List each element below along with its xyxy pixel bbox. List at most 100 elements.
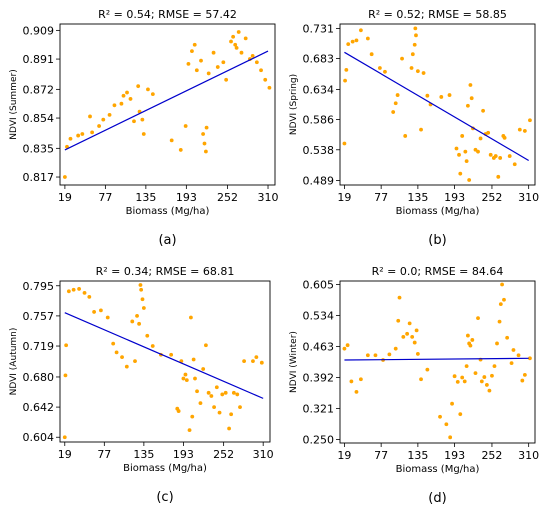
x-axis-label: Biomass (Mg/ha) bbox=[396, 464, 480, 475]
panel-title: R² = 0.0; RMSE = 84.64 bbox=[372, 265, 504, 278]
data-point bbox=[482, 375, 487, 379]
data-point bbox=[71, 287, 76, 292]
x-tick-label: 77 bbox=[97, 448, 111, 461]
data-point bbox=[409, 66, 414, 70]
x-tick-label: 193 bbox=[176, 191, 197, 204]
y-tick-label: 0.538 bbox=[303, 144, 335, 157]
data-point bbox=[125, 90, 129, 95]
data-point bbox=[194, 68, 199, 73]
data-point bbox=[343, 78, 347, 83]
data-point bbox=[488, 152, 493, 157]
data-point bbox=[391, 110, 396, 114]
data-point bbox=[354, 38, 359, 43]
data-point bbox=[346, 42, 351, 47]
data-point bbox=[507, 154, 512, 158]
data-point bbox=[92, 310, 96, 314]
data-point bbox=[267, 85, 272, 90]
data-point bbox=[349, 379, 354, 384]
data-point bbox=[414, 328, 419, 333]
data-point bbox=[254, 60, 259, 65]
data-point bbox=[522, 372, 527, 377]
data-point bbox=[465, 333, 470, 338]
data-point bbox=[425, 367, 430, 372]
data-point bbox=[64, 343, 69, 348]
data-point bbox=[463, 149, 468, 154]
data-point bbox=[476, 316, 480, 321]
y-tick-label: 0.392 bbox=[303, 372, 335, 385]
data-point bbox=[419, 127, 423, 132]
data-point bbox=[393, 101, 398, 106]
data-point bbox=[452, 374, 457, 379]
data-point bbox=[460, 375, 465, 380]
data-point bbox=[410, 334, 415, 339]
data-point bbox=[365, 36, 370, 41]
y-tick-label: 0.757 bbox=[23, 310, 55, 323]
x-tick-label: 135 bbox=[407, 449, 428, 462]
data-point bbox=[369, 52, 374, 57]
data-point bbox=[229, 412, 234, 417]
data-point bbox=[528, 356, 532, 361]
x-tick-label: 310 bbox=[258, 191, 279, 204]
data-point bbox=[468, 83, 473, 87]
data-point bbox=[455, 379, 460, 384]
data-point bbox=[201, 132, 206, 136]
data-point bbox=[263, 77, 268, 82]
data-point bbox=[502, 297, 506, 302]
data-point bbox=[415, 69, 420, 74]
y-tick-label: 0.489 bbox=[303, 175, 335, 188]
data-point bbox=[498, 156, 503, 160]
y-axis-label: NDVI (Winter) bbox=[289, 331, 299, 393]
data-point bbox=[397, 295, 402, 300]
panel-b: R² = 0.52; RMSE = 58.85 NDVI (Spring) Bi… bbox=[289, 8, 539, 248]
data-point bbox=[233, 42, 238, 47]
x-tick-label: 252 bbox=[481, 449, 502, 462]
data-point bbox=[476, 149, 480, 154]
y-tick-label: 0.634 bbox=[303, 83, 335, 96]
data-point bbox=[511, 348, 516, 352]
data-point bbox=[393, 346, 398, 351]
data-point bbox=[65, 144, 69, 149]
data-point bbox=[457, 152, 461, 157]
data-point bbox=[486, 130, 491, 135]
data-point bbox=[62, 175, 67, 179]
data-point bbox=[221, 60, 226, 65]
data-point bbox=[204, 343, 208, 348]
data-point bbox=[63, 373, 68, 378]
data-point bbox=[468, 343, 473, 348]
y-tick-label: 0.321 bbox=[303, 403, 335, 416]
y-tick-label: 0.891 bbox=[23, 53, 55, 66]
regression-line bbox=[344, 51, 529, 161]
data-point bbox=[138, 283, 143, 287]
y-axis-label: NDVI (Summer) bbox=[9, 69, 19, 139]
data-point bbox=[220, 392, 225, 397]
data-point bbox=[176, 409, 181, 413]
data-point bbox=[231, 34, 236, 39]
data-point bbox=[460, 134, 465, 138]
data-point bbox=[202, 141, 207, 146]
x-tick-label: 252 bbox=[213, 448, 234, 461]
data-point bbox=[212, 405, 216, 410]
data-point bbox=[458, 412, 463, 417]
data-point bbox=[470, 338, 475, 342]
data-point bbox=[413, 26, 418, 31]
x-tick-label: 19 bbox=[337, 191, 351, 204]
data-point bbox=[141, 132, 146, 136]
data-point bbox=[130, 319, 135, 324]
plot-frame bbox=[59, 280, 271, 443]
x-tick-label: 310 bbox=[518, 191, 539, 204]
x-tick-label: 310 bbox=[518, 449, 539, 462]
x-tick-label: 252 bbox=[217, 191, 238, 204]
data-point bbox=[184, 378, 189, 383]
regression-line bbox=[64, 312, 264, 399]
data-point bbox=[251, 359, 255, 364]
panel-title: R² = 0.52; RMSE = 58.85 bbox=[368, 8, 507, 21]
plot-frame bbox=[339, 280, 536, 444]
data-point bbox=[509, 361, 514, 365]
data-point bbox=[190, 49, 194, 53]
data-point bbox=[450, 401, 454, 406]
x-tick-label: 77 bbox=[98, 191, 112, 204]
data-point bbox=[415, 352, 420, 356]
data-point bbox=[407, 321, 412, 326]
data-point bbox=[522, 129, 527, 133]
data-point bbox=[383, 69, 387, 74]
